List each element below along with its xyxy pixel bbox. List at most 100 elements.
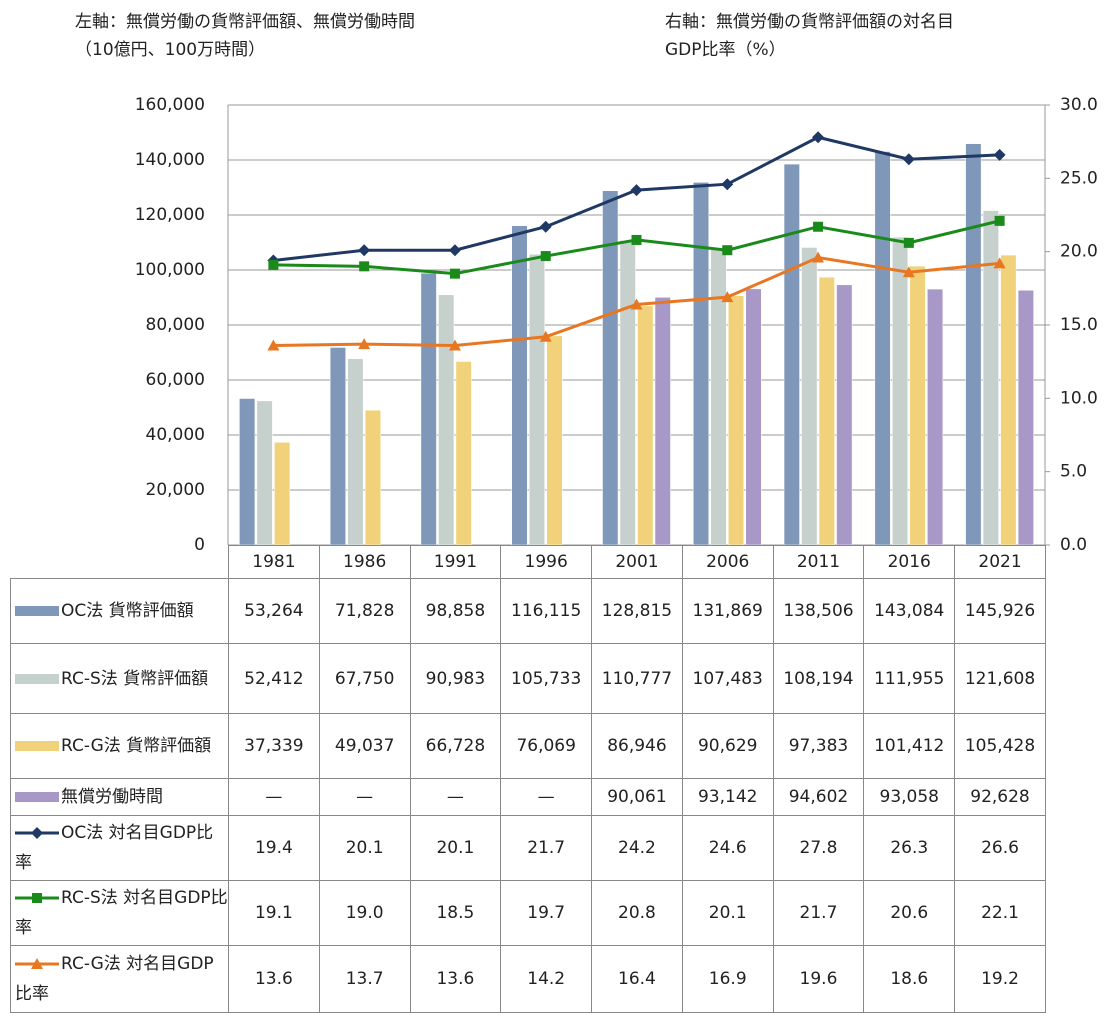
value-cell: 76,069 bbox=[500, 713, 593, 779]
value-cell: 145,926 bbox=[954, 578, 1046, 644]
bar bbox=[982, 210, 999, 546]
blank-cell bbox=[10, 545, 229, 579]
marker bbox=[813, 221, 824, 232]
legend-swatch bbox=[15, 741, 59, 751]
legend-swatch bbox=[15, 958, 59, 969]
value-cell: 53,264 bbox=[228, 578, 320, 644]
legend-cell: 無償労働時間 bbox=[10, 778, 229, 816]
legend-box bbox=[15, 792, 59, 802]
bar bbox=[965, 143, 982, 546]
marker bbox=[902, 266, 915, 278]
value-cell: 105,733 bbox=[500, 643, 593, 714]
marker bbox=[994, 215, 1005, 226]
legend-cell: OC法 貨幣評価額 bbox=[10, 578, 229, 644]
value-cell: 19.0 bbox=[318, 880, 411, 946]
legend-box bbox=[15, 741, 59, 751]
bar bbox=[455, 361, 472, 546]
value-cell: 14.2 bbox=[500, 945, 593, 1013]
marker bbox=[721, 291, 734, 303]
legend-cell: RC-G法 対名目GDP比率 bbox=[10, 945, 229, 1013]
marker bbox=[631, 234, 642, 245]
series-row: RC-S法 対名目GDP比率 19.1 19.0 18.5 19.7 20.8 20.1 21… bbox=[10, 880, 1046, 946]
marker bbox=[448, 244, 461, 257]
marker bbox=[539, 220, 552, 233]
marker bbox=[358, 244, 371, 257]
bar bbox=[892, 236, 909, 546]
x-tick-label: 1996 bbox=[500, 545, 593, 579]
x-tick-label: 2011 bbox=[772, 545, 865, 579]
y-tick-label: 100,000 bbox=[135, 260, 205, 280]
value-cell: 20.1 bbox=[681, 880, 774, 946]
bar bbox=[438, 294, 455, 546]
legend-label: OC法 対名目GDP比率 bbox=[15, 823, 214, 873]
value-cell: 18.6 bbox=[863, 945, 956, 1013]
legend-swatch bbox=[15, 827, 59, 839]
value-cell: 90,061 bbox=[591, 778, 683, 816]
y-axis-label: 左軸：無償労働の貨幣評価額、無償労働時間 bbox=[75, 12, 415, 32]
value-cell: 138,506 bbox=[772, 578, 865, 644]
value-cell: 19.1 bbox=[228, 880, 320, 946]
value-cell: 19.6 bbox=[772, 945, 865, 1013]
value-cell: — bbox=[500, 778, 593, 816]
marker bbox=[902, 153, 915, 166]
marker bbox=[812, 131, 825, 144]
bar bbox=[728, 295, 745, 546]
value-cell: 86,946 bbox=[591, 713, 683, 779]
bar bbox=[801, 247, 818, 546]
value-cell: — bbox=[409, 778, 502, 816]
legend-cell: RC-S法 貨幣評価額 bbox=[10, 643, 229, 714]
x-tick-label: 1981 bbox=[228, 545, 320, 579]
y-tick-label: 80,000 bbox=[146, 315, 205, 335]
y2-axis-label: GDP比率（%） bbox=[665, 40, 786, 60]
x-tick-label: 2006 bbox=[681, 545, 774, 579]
x-tick-label: 1991 bbox=[409, 545, 502, 579]
legend-label: RC-G法 貨幣評価額 bbox=[61, 736, 212, 756]
bar bbox=[818, 276, 835, 546]
series-row: RC-S法 貨幣評価額 52,412 67,750 90,983 105,733 110,… bbox=[10, 643, 1046, 714]
data-table: 1981 1986 1991 1996 2001 2006 2011 2016 2021 OC法 … bbox=[10, 545, 1046, 1013]
series-row: OC法 対名目GDP比率 19.4 20.1 20.1 21.7 24.2 24.6 27.8… bbox=[10, 815, 1046, 881]
marker bbox=[993, 257, 1006, 269]
legend-swatch bbox=[15, 673, 59, 684]
legend-box bbox=[15, 606, 59, 616]
value-cell: 20.6 bbox=[863, 880, 956, 946]
line bbox=[273, 219, 1000, 276]
bar bbox=[654, 297, 671, 546]
marker bbox=[630, 184, 643, 197]
marker bbox=[268, 259, 279, 270]
bar bbox=[546, 335, 563, 546]
value-cell: 20.8 bbox=[591, 880, 683, 946]
value-cell: 19.7 bbox=[500, 880, 593, 946]
bar bbox=[239, 398, 256, 546]
marker bbox=[32, 893, 42, 903]
bar bbox=[1000, 254, 1017, 546]
legend-label: 無償労働時間 bbox=[61, 787, 163, 807]
legend-swatch bbox=[15, 606, 59, 616]
series-row: OC法 貨幣評価額 53,264 71,828 98,858 116,115 128,81… bbox=[10, 578, 1046, 644]
value-cell: 21.7 bbox=[500, 815, 593, 881]
marker bbox=[630, 298, 643, 310]
legend-cell: OC法 対名目GDP比率 bbox=[10, 815, 229, 881]
marker bbox=[722, 245, 733, 256]
value-cell: 143,084 bbox=[863, 578, 956, 644]
bar bbox=[836, 284, 853, 546]
y-axis-label: （10億円、100万時間） bbox=[75, 40, 265, 60]
bar bbox=[710, 249, 727, 546]
x-tick-label: 2016 bbox=[863, 545, 956, 579]
value-cell: 111,955 bbox=[863, 643, 956, 714]
y-tick-label: 0 bbox=[194, 535, 205, 555]
marker bbox=[358, 338, 371, 350]
x-tick-label: 1986 bbox=[318, 545, 411, 579]
value-cell: 13.7 bbox=[318, 945, 411, 1013]
value-cell: 27.8 bbox=[772, 815, 865, 881]
value-cell: 128,815 bbox=[591, 578, 683, 644]
y-tick-label: 160,000 bbox=[135, 95, 205, 115]
marker bbox=[449, 268, 460, 279]
marker bbox=[31, 958, 43, 969]
y-tick-label: 40,000 bbox=[146, 425, 205, 445]
value-cell: 24.6 bbox=[681, 815, 774, 881]
legend-swatch bbox=[15, 792, 59, 802]
value-cell: 107,483 bbox=[681, 643, 774, 714]
bar bbox=[745, 288, 762, 546]
